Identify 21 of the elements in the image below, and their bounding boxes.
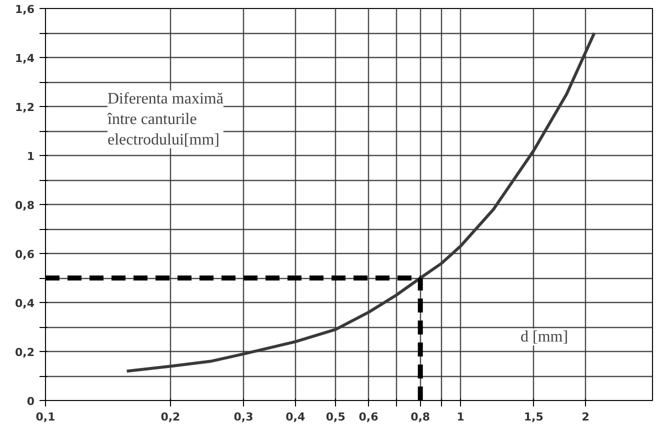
x-tick-label: 0,4: [286, 410, 306, 424]
x-tick-label: 1,5: [524, 410, 544, 424]
y-tick-label: 0,2: [15, 346, 35, 359]
x-tick-label: 0,3: [234, 410, 254, 424]
x-tick-label: 1: [456, 410, 464, 424]
x-tick-label: 0,5: [326, 410, 346, 424]
y-tick-label: 1,2: [15, 101, 35, 114]
y-tick-label: 0,8: [15, 199, 35, 212]
x-axis-title: d [mm]: [520, 328, 568, 346]
x-tick-label: 0,6: [358, 410, 379, 424]
x-tick-label: 0,2: [160, 410, 180, 424]
y-axis-title: Diferenta maximă între canturile electrodului[mm]: [106, 90, 224, 148]
y-tick-label: 1,6: [15, 3, 35, 16]
y-tick-label: 1,4: [15, 52, 35, 65]
x-tick-label: 2: [582, 410, 590, 424]
y-tick-label: 0,6: [15, 248, 35, 261]
y-tick-label: 1: [26, 150, 34, 163]
y-tick-label: 0: [26, 395, 35, 408]
y-tick-label: 0,4: [15, 297, 35, 310]
x-tick-label: 0,8: [410, 410, 430, 424]
x-tick-label: 0,1: [36, 410, 56, 424]
